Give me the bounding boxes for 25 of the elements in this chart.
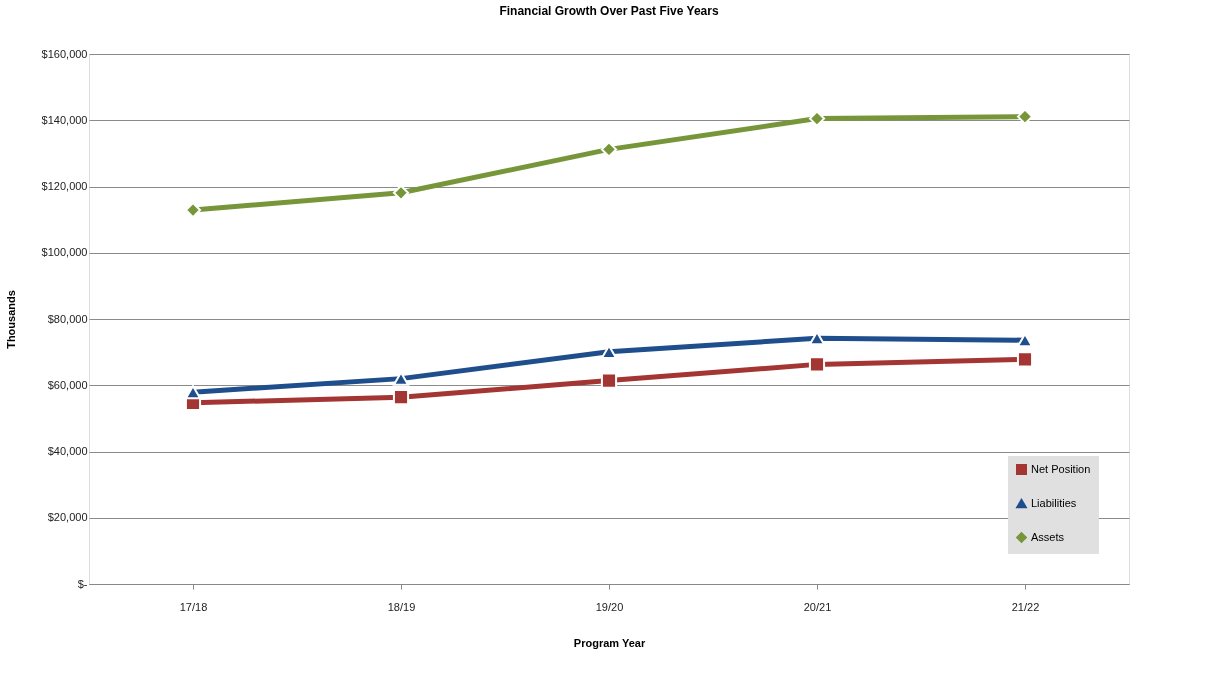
legend-label: Net Position	[1031, 462, 1091, 475]
x-tick-label: 21/22	[1011, 600, 1040, 613]
x-tick-label: 18/19	[387, 600, 416, 613]
point	[600, 372, 618, 389]
y-tick-label: $120,000	[41, 180, 88, 192]
y-tick-label: $80,000	[47, 312, 88, 325]
point	[392, 389, 410, 406]
legend-label: Assets	[1031, 530, 1065, 543]
chart-title: Financial Growth Over Past Five Years	[499, 4, 719, 18]
y-tick-label: $40,000	[47, 445, 88, 457]
y-tick-label: $20,000	[47, 511, 88, 524]
x-tick-label: 17/18	[179, 600, 208, 613]
legend-label: Liabilities	[1031, 496, 1077, 509]
y-tick-label: $-	[77, 577, 88, 590]
y-tick-label: $140,000	[41, 113, 88, 126]
y-tick-label: $100,000	[41, 246, 88, 259]
point	[1016, 351, 1034, 368]
point	[184, 385, 202, 400]
y-tick-label: $60,000	[47, 378, 88, 391]
y-tick-label: $160,000	[41, 47, 88, 60]
y-axis-title: Thousands	[4, 290, 17, 349]
x-axis-title: Program Year	[573, 636, 646, 649]
point	[808, 356, 826, 373]
x-tick-label: 20/21	[803, 600, 832, 613]
x-tick-label: 19/20	[595, 600, 624, 613]
